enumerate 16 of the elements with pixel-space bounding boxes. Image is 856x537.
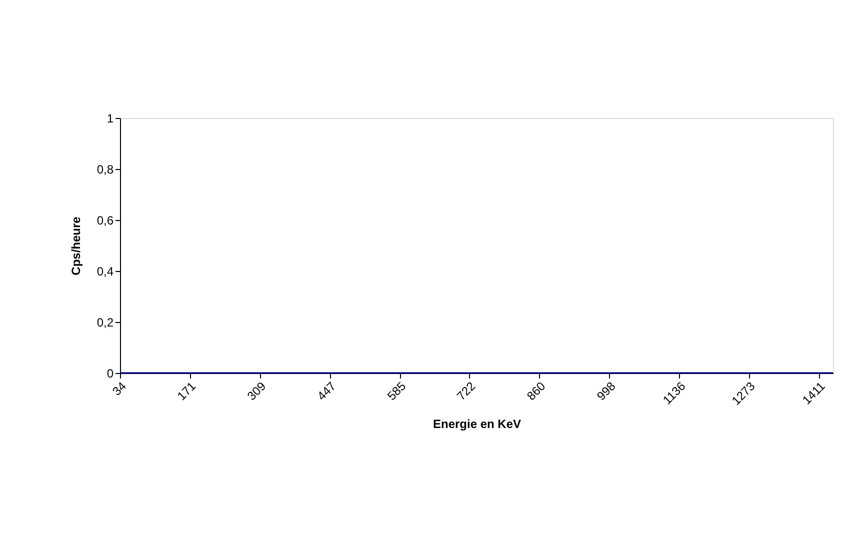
x-tick-label: 447 [314, 378, 339, 404]
y-tick-label: 0,6 [96, 214, 114, 228]
x-tick-label: 998 [594, 378, 618, 404]
x-tick-label: 171 [174, 378, 199, 404]
y-tick-label: 0,8 [96, 162, 114, 176]
x-tick-label: 309 [244, 378, 269, 404]
x-tick-label: 585 [384, 378, 409, 404]
x-tick-label: 722 [454, 378, 478, 404]
y-axis-title: Cps/heure [68, 216, 83, 276]
y-tick-label: 1 [106, 112, 114, 126]
y-tick-label: 0,4 [96, 264, 114, 278]
y-tick-label: 0,2 [96, 316, 114, 330]
x-tick-label: 34 [110, 378, 130, 398]
x-tick-label: 860 [524, 378, 548, 404]
x-axis-title: Energie en KeV [432, 417, 522, 432]
y-tick-label: 0 [106, 366, 114, 380]
